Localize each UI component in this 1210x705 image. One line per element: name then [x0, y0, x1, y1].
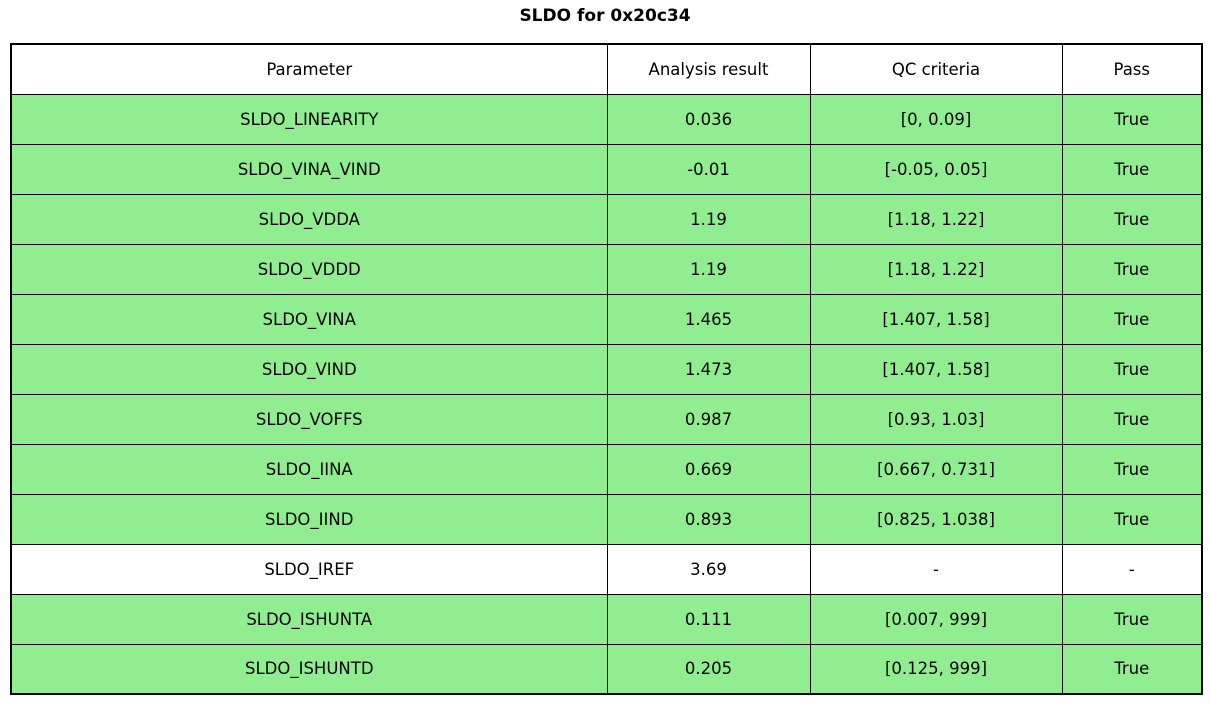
table-row: SLDO_VOFFS 0.987 [0.93, 1.03] True: [10, 393, 1203, 445]
cell-pass: True: [1061, 343, 1203, 395]
table-row: SLDO_VINA 1.465 [1.407, 1.58] True: [10, 293, 1203, 345]
cell-qc-criteria: [0.93, 1.03]: [809, 393, 1063, 445]
table-row: SLDO_IREF 3.69 - -: [10, 543, 1203, 595]
cell-analysis-result: 0.987: [606, 393, 811, 445]
cell-parameter: SLDO_ISHUNTD: [10, 643, 608, 695]
cell-pass: -: [1061, 543, 1203, 595]
table-row: SLDO_VDDD 1.19 [1.18, 1.22] True: [10, 243, 1203, 295]
cell-qc-criteria: [1.407, 1.58]: [809, 293, 1063, 345]
cell-analysis-result: 0.669: [606, 443, 811, 495]
cell-pass: True: [1061, 293, 1203, 345]
column-header-pass: Pass: [1061, 43, 1203, 95]
cell-analysis-result: 0.111: [606, 593, 811, 645]
column-header-analysis-result: Analysis result: [606, 43, 811, 95]
cell-pass: True: [1061, 93, 1203, 145]
cell-analysis-result: 0.893: [606, 493, 811, 545]
table-row: SLDO_IIND 0.893 [0.825, 1.038] True: [10, 493, 1203, 545]
cell-parameter: SLDO_VINA_VIND: [10, 143, 608, 195]
cell-parameter: SLDO_VINA: [10, 293, 608, 345]
column-header-qc-criteria: QC criteria: [809, 43, 1063, 95]
cell-analysis-result: 1.19: [606, 243, 811, 295]
cell-pass: True: [1061, 243, 1203, 295]
cell-qc-criteria: [0.825, 1.038]: [809, 493, 1063, 545]
cell-parameter: SLDO_VDDD: [10, 243, 608, 295]
cell-parameter: SLDO_IIND: [10, 493, 608, 545]
cell-qc-criteria: [0.007, 999]: [809, 593, 1063, 645]
column-header-parameter: Parameter: [10, 43, 608, 95]
page-title: SLDO for 0x20c34: [519, 6, 691, 26]
cell-qc-criteria: [1.18, 1.22]: [809, 243, 1063, 295]
table-row: SLDO_ISHUNTD 0.205 [0.125, 999] True: [10, 643, 1203, 695]
header-row: Parameter Analysis result QC criteria Pa…: [10, 43, 1203, 95]
cell-parameter: SLDO_LINEARITY: [10, 93, 608, 145]
qc-results-table: Parameter Analysis result QC criteria Pa…: [10, 43, 1203, 695]
cell-pass: True: [1061, 643, 1203, 695]
cell-pass: True: [1061, 193, 1203, 245]
cell-analysis-result: -0.01: [606, 143, 811, 195]
cell-qc-criteria: [-0.05, 0.05]: [809, 143, 1063, 195]
cell-pass: True: [1061, 393, 1203, 445]
cell-pass: True: [1061, 143, 1203, 195]
table-row: SLDO_VDDA 1.19 [1.18, 1.22] True: [10, 193, 1203, 245]
cell-qc-criteria: [0, 0.09]: [809, 93, 1063, 145]
cell-parameter: SLDO_VIND: [10, 343, 608, 395]
table-row: SLDO_VINA_VIND -0.01 [-0.05, 0.05] True: [10, 143, 1203, 195]
cell-qc-criteria: [0.125, 999]: [809, 643, 1063, 695]
cell-parameter: SLDO_IREF: [10, 543, 608, 595]
cell-analysis-result: 1.473: [606, 343, 811, 395]
table-row: SLDO_ISHUNTA 0.111 [0.007, 999] True: [10, 593, 1203, 645]
table-row: SLDO_LINEARITY 0.036 [0, 0.09] True: [10, 93, 1203, 145]
cell-pass: True: [1061, 443, 1203, 495]
cell-parameter: SLDO_IINA: [10, 443, 608, 495]
cell-pass: True: [1061, 493, 1203, 545]
cell-analysis-result: 1.465: [606, 293, 811, 345]
cell-parameter: SLDO_VDDA: [10, 193, 608, 245]
cell-analysis-result: 3.69: [606, 543, 811, 595]
cell-parameter: SLDO_ISHUNTA: [10, 593, 608, 645]
cell-analysis-result: 0.036: [606, 93, 811, 145]
cell-parameter: SLDO_VOFFS: [10, 393, 608, 445]
cell-qc-criteria: [1.18, 1.22]: [809, 193, 1063, 245]
cell-qc-criteria: [0.667, 0.731]: [809, 443, 1063, 495]
table-row: SLDO_IINA 0.669 [0.667, 0.731] True: [10, 443, 1203, 495]
table-row: SLDO_VIND 1.473 [1.407, 1.58] True: [10, 343, 1203, 395]
cell-pass: True: [1061, 593, 1203, 645]
cell-analysis-result: 0.205: [606, 643, 811, 695]
cell-analysis-result: 1.19: [606, 193, 811, 245]
cell-qc-criteria: -: [809, 543, 1063, 595]
cell-qc-criteria: [1.407, 1.58]: [809, 343, 1063, 395]
